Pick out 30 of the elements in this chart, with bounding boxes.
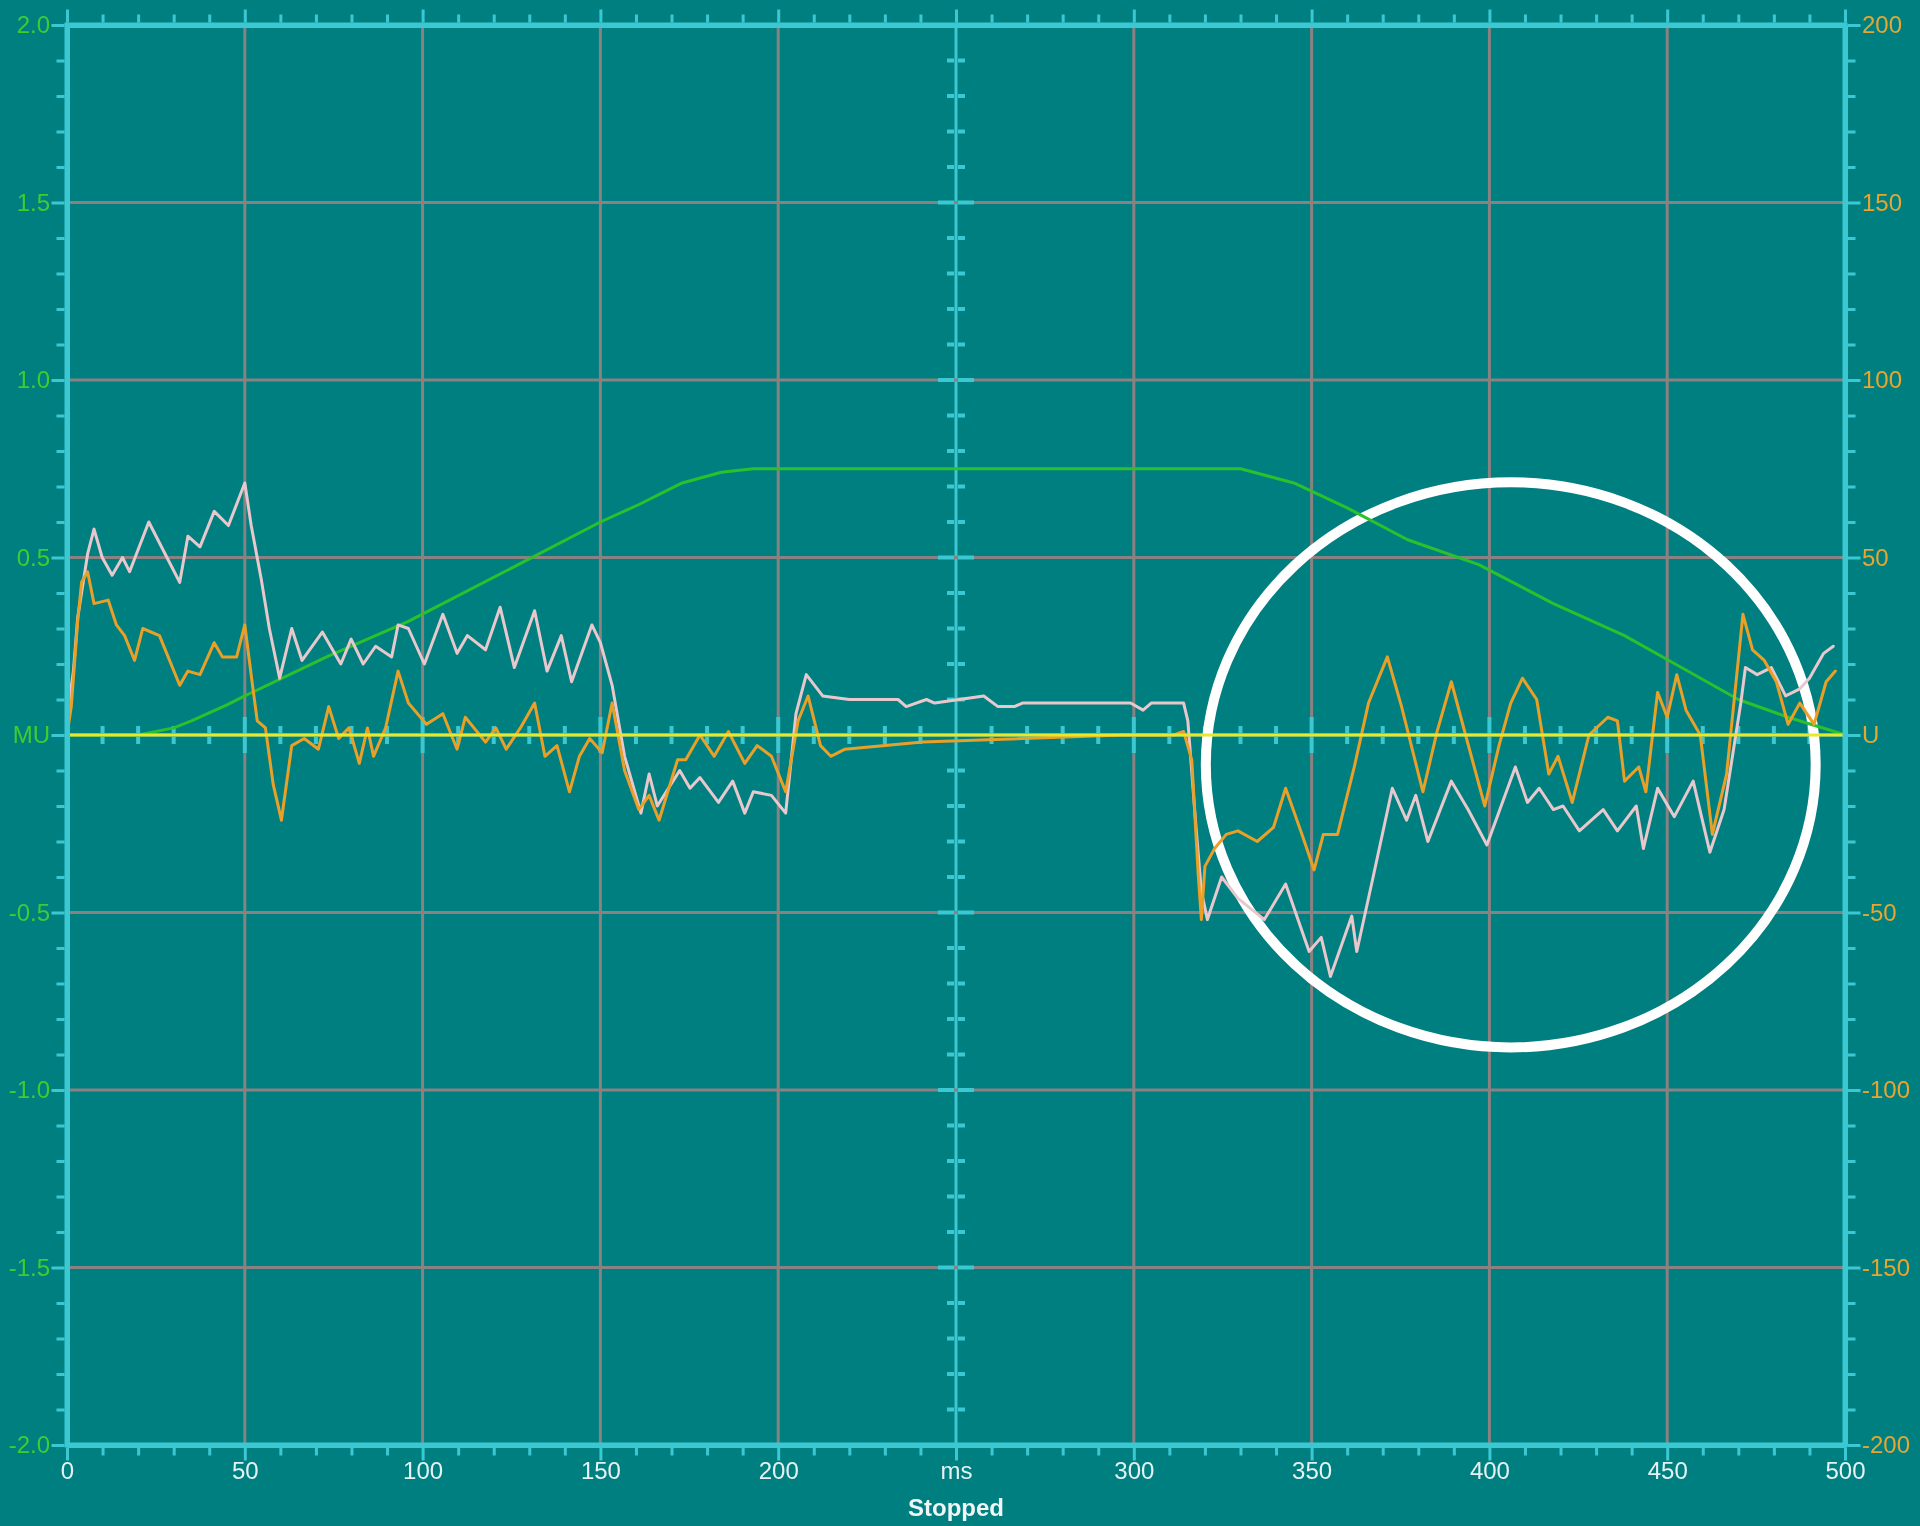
y2-tick-label: -50: [1862, 898, 1897, 926]
x-tick-label: 500: [1825, 1457, 1866, 1485]
y-tick-label: 1.0: [16, 366, 50, 394]
x-tick-label: 350: [1292, 1457, 1333, 1485]
x-tick-label: 50: [231, 1457, 259, 1485]
y-tick-label: -1.0: [8, 1076, 50, 1104]
x-tick-label: 200: [758, 1457, 799, 1485]
y2-tick-label: 200: [1862, 11, 1903, 39]
y2-tick-label: -200: [1862, 1431, 1911, 1459]
x-tick-label: 450: [1647, 1457, 1688, 1485]
y-tick-label: 0.5: [16, 543, 50, 571]
y-tick-label: -1.5: [8, 1253, 50, 1281]
x-tick-label: 100: [403, 1457, 444, 1485]
x-axis-title: Stopped: [908, 1493, 1004, 1521]
y-tick-label: 1.5: [16, 188, 50, 216]
x-tick-label: 400: [1469, 1457, 1510, 1485]
y2-tick-label: 100: [1862, 366, 1903, 394]
x-tick-label: 150: [580, 1457, 621, 1485]
y-tick-label: -0.5: [8, 898, 50, 926]
y-tick-label: MU: [12, 721, 50, 749]
y2-tick-label: -150: [1862, 1253, 1911, 1281]
y-tick-label: -2.0: [8, 1431, 50, 1459]
y-tick-label: 2.0: [16, 11, 50, 39]
x-tick-label: 0: [60, 1457, 75, 1485]
y2-tick-label: 50: [1862, 543, 1889, 571]
x-tick-label: 300: [1114, 1457, 1155, 1485]
y2-tick-label: 150: [1862, 188, 1903, 216]
y2-tick-label: U: [1862, 721, 1880, 749]
y2-tick-label: -100: [1862, 1076, 1911, 1104]
x-tick-label: ms: [940, 1457, 973, 1485]
